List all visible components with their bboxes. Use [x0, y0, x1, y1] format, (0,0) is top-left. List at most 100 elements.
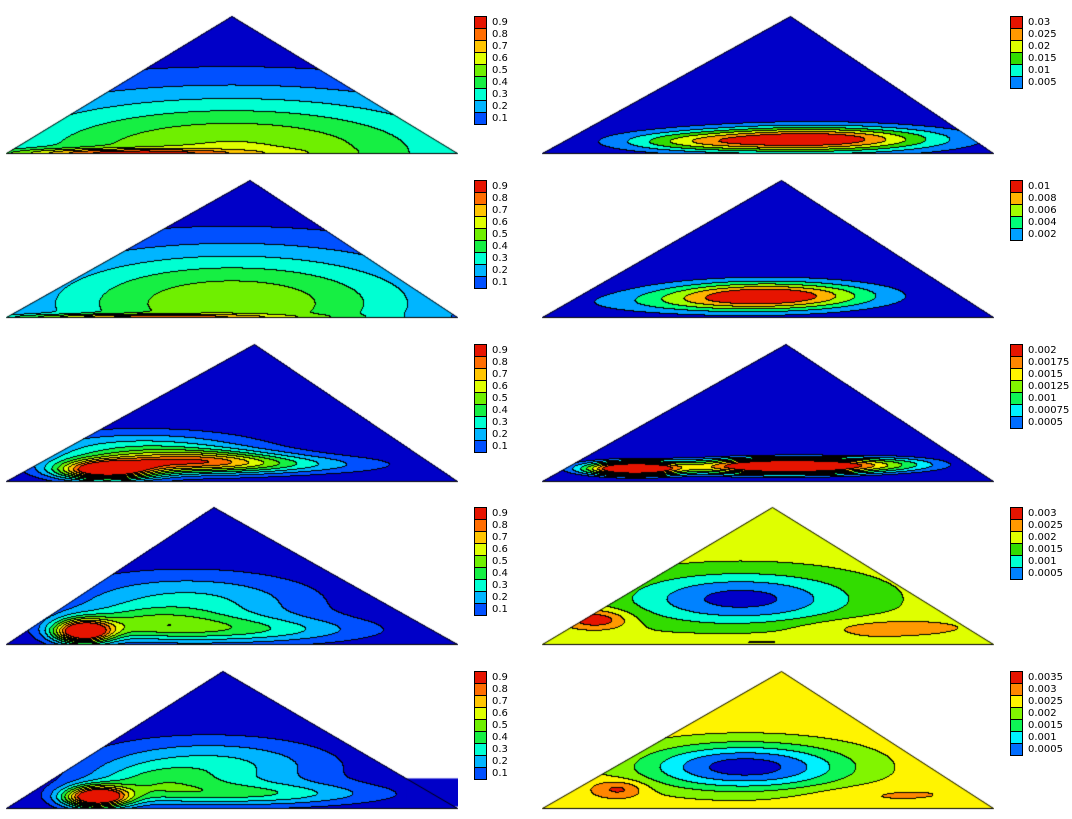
legend-label: 0.0015 [1028, 720, 1063, 732]
legend-label: 0.5 [492, 228, 508, 240]
legend-row: 0.0005 [1010, 567, 1063, 581]
legend-label: 0.1 [492, 768, 508, 780]
legend-label: 0.9 [492, 17, 508, 28]
legend-label: 0.9 [492, 508, 508, 520]
legend-row: 0.2 [474, 100, 508, 113]
legend-label: 0.0025 [1028, 696, 1063, 708]
contour-plot-cell-row3-left: 0.9 0.8 0.7 0.6 0.5 0.4 0.3 0.2 0.1 [0, 328, 536, 492]
legend-label: 0.025 [1028, 29, 1057, 40]
legend-label: 0.1 [492, 440, 508, 452]
contour-plot-cell-row1-left: 0.9 0.8 0.7 0.6 0.5 0.4 0.3 0.2 0.1 [0, 0, 536, 164]
contour-plot-cell-row4-left: 0.9 0.8 0.7 0.6 0.5 0.4 0.3 0.2 0.1 [0, 491, 536, 655]
legend-row: 0.1 [474, 603, 508, 617]
colorbar-legend-row3-left: 0.9 0.8 0.7 0.6 0.5 0.4 0.3 0.2 0.1 [474, 343, 508, 453]
legend-swatch [474, 603, 487, 617]
legend-row: 0.1 [474, 439, 508, 453]
legend-label: 0.002 [1028, 228, 1057, 240]
legend-row: 0.1 [474, 767, 508, 781]
legend-label: 0.7 [492, 696, 508, 708]
legend-label: 0.4 [492, 732, 508, 744]
legend-label: 0.3 [492, 416, 508, 428]
legend-label: 0.7 [492, 41, 508, 52]
legend-label: 0.8 [492, 192, 508, 204]
legend-label: 0.006 [1028, 204, 1057, 216]
legend-swatch [474, 439, 487, 453]
legend-row: 0.01 [1010, 64, 1057, 77]
legend-label: 0.002 [1028, 344, 1057, 356]
colorbar-legend-row2-left: 0.9 0.8 0.7 0.6 0.5 0.4 0.3 0.2 0.1 [474, 179, 508, 289]
legend-swatch [474, 275, 487, 289]
contour-canvas-row1-left [6, 8, 458, 156]
legend-label: 0.003 [1028, 508, 1057, 520]
legend-label: 0.9 [492, 180, 508, 192]
legend-label: 0.0015 [1028, 368, 1063, 380]
legend-swatch [1010, 567, 1023, 581]
legend-label: 0.4 [492, 568, 508, 580]
legend-label: 0.6 [492, 380, 508, 392]
legend-label: 0.5 [492, 65, 508, 76]
legend-label: 0.5 [492, 720, 508, 732]
legend-label: 0.3 [492, 744, 508, 756]
legend-label: 0.015 [1028, 53, 1057, 64]
legend-label: 0.2 [492, 756, 508, 768]
legend-swatch [474, 112, 487, 125]
legend-label: 0.6 [492, 544, 508, 556]
legend-label: 0.001 [1028, 732, 1057, 744]
legend-label: 0.4 [492, 240, 508, 252]
legend-row: 0.0005 [1010, 415, 1069, 429]
legend-row: 0.7 [474, 367, 508, 381]
legend-label: 0.0025 [1028, 520, 1063, 532]
contour-plot-cell-row4-right: 0.003 0.0025 0.002 0.0015 0.001 0.0005 [536, 491, 1072, 655]
legend-label: 0.0005 [1028, 568, 1063, 580]
contour-canvas-row1-right [542, 8, 994, 156]
contour-plot-cell-row2-left: 0.9 0.8 0.7 0.6 0.5 0.4 0.3 0.2 0.1 [0, 164, 536, 328]
legend-label: 0.4 [492, 77, 508, 88]
colorbar-legend-row1-left: 0.9 0.8 0.7 0.6 0.5 0.4 0.3 0.2 0.1 [474, 16, 508, 125]
contour-canvas-row5-right [542, 663, 994, 812]
legend-label: 0.9 [492, 344, 508, 356]
legend-label: 0.005 [1028, 77, 1057, 88]
legend-label: 0.002 [1028, 708, 1057, 720]
legend-label: 0.00175 [1028, 356, 1070, 368]
legend-label: 0.7 [492, 368, 508, 380]
colorbar-legend-row2-right: 0.01 0.008 0.006 0.004 0.002 [1010, 179, 1057, 241]
contour-canvas-row3-left [6, 335, 458, 484]
legend-swatch [1010, 76, 1023, 89]
legend-label: 0.6 [492, 53, 508, 64]
legend-label: 0.3 [492, 252, 508, 264]
legend-label: 0.003 [1028, 684, 1057, 696]
legend-row: 0.8 [474, 28, 508, 41]
contour-canvas-row2-right [542, 171, 994, 320]
legend-label: 0.8 [492, 29, 508, 40]
contour-canvas-row5-left [6, 663, 458, 812]
contour-plot-cell-row5-right: 0.0035 0.003 0.0025 0.002 0.0015 0.001 0.0005 [536, 655, 1072, 819]
legend-label: 0.01 [1028, 65, 1051, 76]
legend-label: 0.00125 [1028, 380, 1070, 392]
legend-label: 0.1 [492, 113, 508, 124]
legend-label: 0.1 [492, 276, 508, 288]
contour-canvas-row3-right [542, 335, 994, 484]
legend-row: 0.1 [474, 112, 508, 125]
contour-plot-cell-row2-right: 0.01 0.008 0.006 0.004 0.002 [536, 164, 1072, 328]
legend-row: 0.005 [1010, 76, 1057, 89]
legend-label: 0.001 [1028, 556, 1057, 568]
legend-label: 0.00075 [1028, 404, 1070, 416]
legend-label: 0.6 [492, 708, 508, 720]
legend-label: 0.0035 [1028, 672, 1063, 684]
legend-row: 0.9 [474, 671, 508, 685]
legend-label: 0.5 [492, 556, 508, 568]
colorbar-legend-row1-right: 0.03 0.025 0.02 0.015 0.01 0.005 [1010, 16, 1057, 89]
legend-label: 0.001 [1028, 392, 1057, 404]
legend-label: 0.7 [492, 532, 508, 544]
legend-swatch [1010, 743, 1023, 757]
colorbar-legend-row3-right: 0.002 0.00175 0.0015 0.00125 0.001 0.00075 0.0… [1010, 343, 1070, 429]
legend-label: 0.8 [492, 356, 508, 368]
legend-label: 0.03 [1028, 17, 1051, 28]
contour-plot-cell-row1-right: 0.03 0.025 0.02 0.015 0.01 0.005 [536, 0, 1072, 164]
legend-label: 0.9 [492, 672, 508, 684]
legend-label: 0.008 [1028, 192, 1057, 204]
contour-canvas-row4-right [542, 499, 994, 648]
legend-label: 0.7 [492, 204, 508, 216]
legend-label: 0.8 [492, 520, 508, 532]
